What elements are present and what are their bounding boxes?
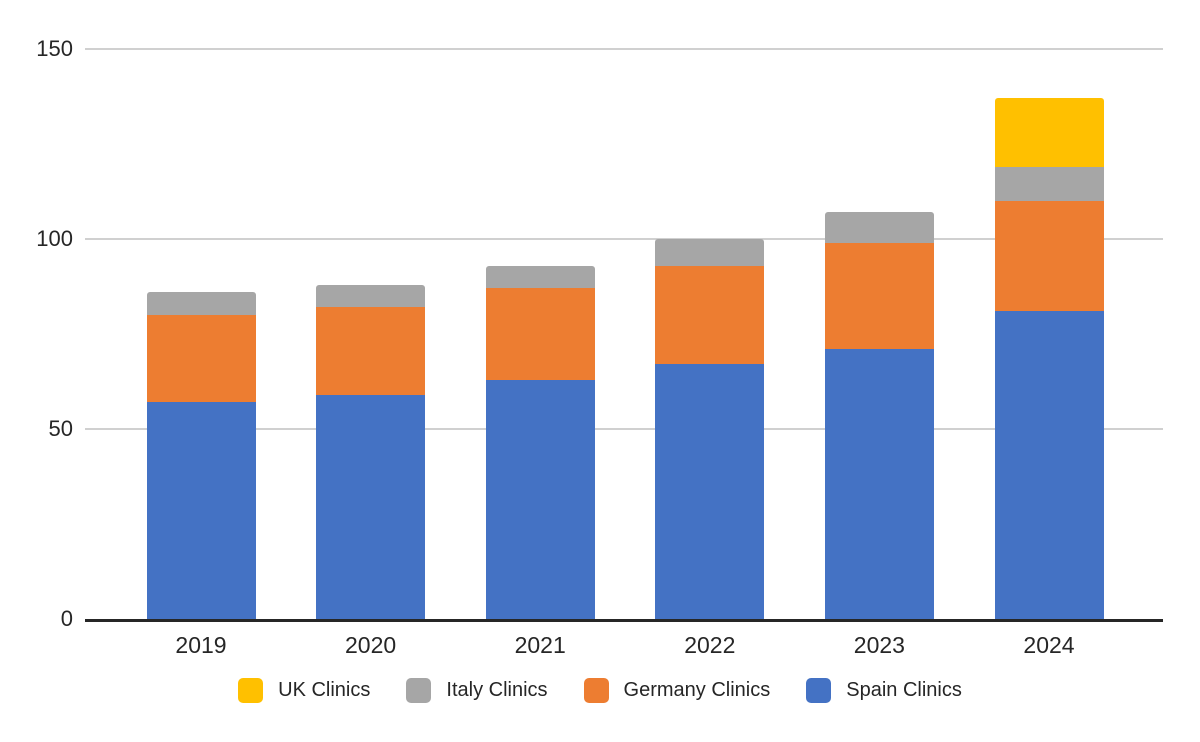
bar-segment-2023-italy-clinics: [824, 212, 934, 243]
bar-segment-2021-germany-clinics: [485, 288, 595, 380]
x-tick-label-2023: 2023: [853, 632, 905, 658]
legend-label-spain-clinics: Spain Clinics: [846, 679, 962, 701]
legend-swatch-germany-clinics: [583, 678, 609, 703]
legend: UK Clinics Italy Clinics Germany Clinics Sp…: [0, 678, 1200, 703]
legend-item-uk-clinics: UK Clinics: [238, 678, 370, 703]
bar-segment-2023-spain-clinics: [824, 349, 934, 619]
y-gridline-100: [85, 238, 1163, 240]
x-tick-label-2024: 2024: [1023, 632, 1075, 658]
bar-segment-2019-germany-clinics: [146, 315, 256, 403]
legend-swatch-italy-clinics: [406, 678, 432, 703]
bar-segment-2024-spain-clinics: [994, 311, 1104, 619]
legend-swatch-uk-clinics: [238, 678, 264, 703]
bar-segment-2022-spain-clinics: [655, 364, 765, 619]
y-tick-label-100: 100: [36, 226, 73, 251]
bar-segment-2020-spain-clinics: [316, 394, 426, 619]
legend-item-italy-clinics: Italy Clinics: [406, 678, 548, 703]
x-tick-label-2022: 2022: [684, 632, 736, 658]
y-tick-label-150: 150: [36, 36, 73, 61]
bar-segment-2020-italy-clinics: [316, 284, 426, 308]
bar-segment-2022-italy-clinics: [655, 239, 765, 266]
legend-item-germany-clinics: Germany Clinics: [583, 678, 771, 703]
x-tick-label-2021: 2021: [514, 632, 566, 658]
x-axis-line: [85, 619, 1163, 622]
bar-segment-2024-uk-clinics: [994, 98, 1104, 167]
bar-segment-2022-germany-clinics: [655, 265, 765, 365]
y-gridline-50: [85, 428, 1163, 430]
bar-segment-2023-germany-clinics: [824, 242, 934, 350]
legend-swatch-spain-clinics: [806, 678, 832, 703]
bar-segment-2021-italy-clinics: [485, 265, 595, 289]
bar-segment-2019-spain-clinics: [146, 402, 256, 619]
bar-segment-2019-italy-clinics: [146, 292, 256, 315]
bar-segment-2024-italy-clinics: [994, 166, 1104, 201]
legend-item-spain-clinics: Spain Clinics: [806, 678, 962, 703]
bar-segment-2020-germany-clinics: [316, 307, 426, 395]
y-tick-label-0: 0: [60, 606, 73, 631]
legend-label-germany-clinics: Germany Clinics: [623, 679, 771, 701]
legend-label-italy-clinics: Italy Clinics: [446, 679, 548, 701]
y-gridline-150: [85, 48, 1163, 50]
x-tick-label-2020: 2020: [345, 632, 397, 658]
x-tick-label-2019: 2019: [175, 632, 227, 658]
y-tick-label-50: 50: [48, 416, 73, 441]
legend-label-uk-clinics: UK Clinics: [278, 679, 371, 701]
bar-segment-2024-germany-clinics: [994, 201, 1104, 312]
bar-segment-2021-spain-clinics: [485, 379, 595, 619]
